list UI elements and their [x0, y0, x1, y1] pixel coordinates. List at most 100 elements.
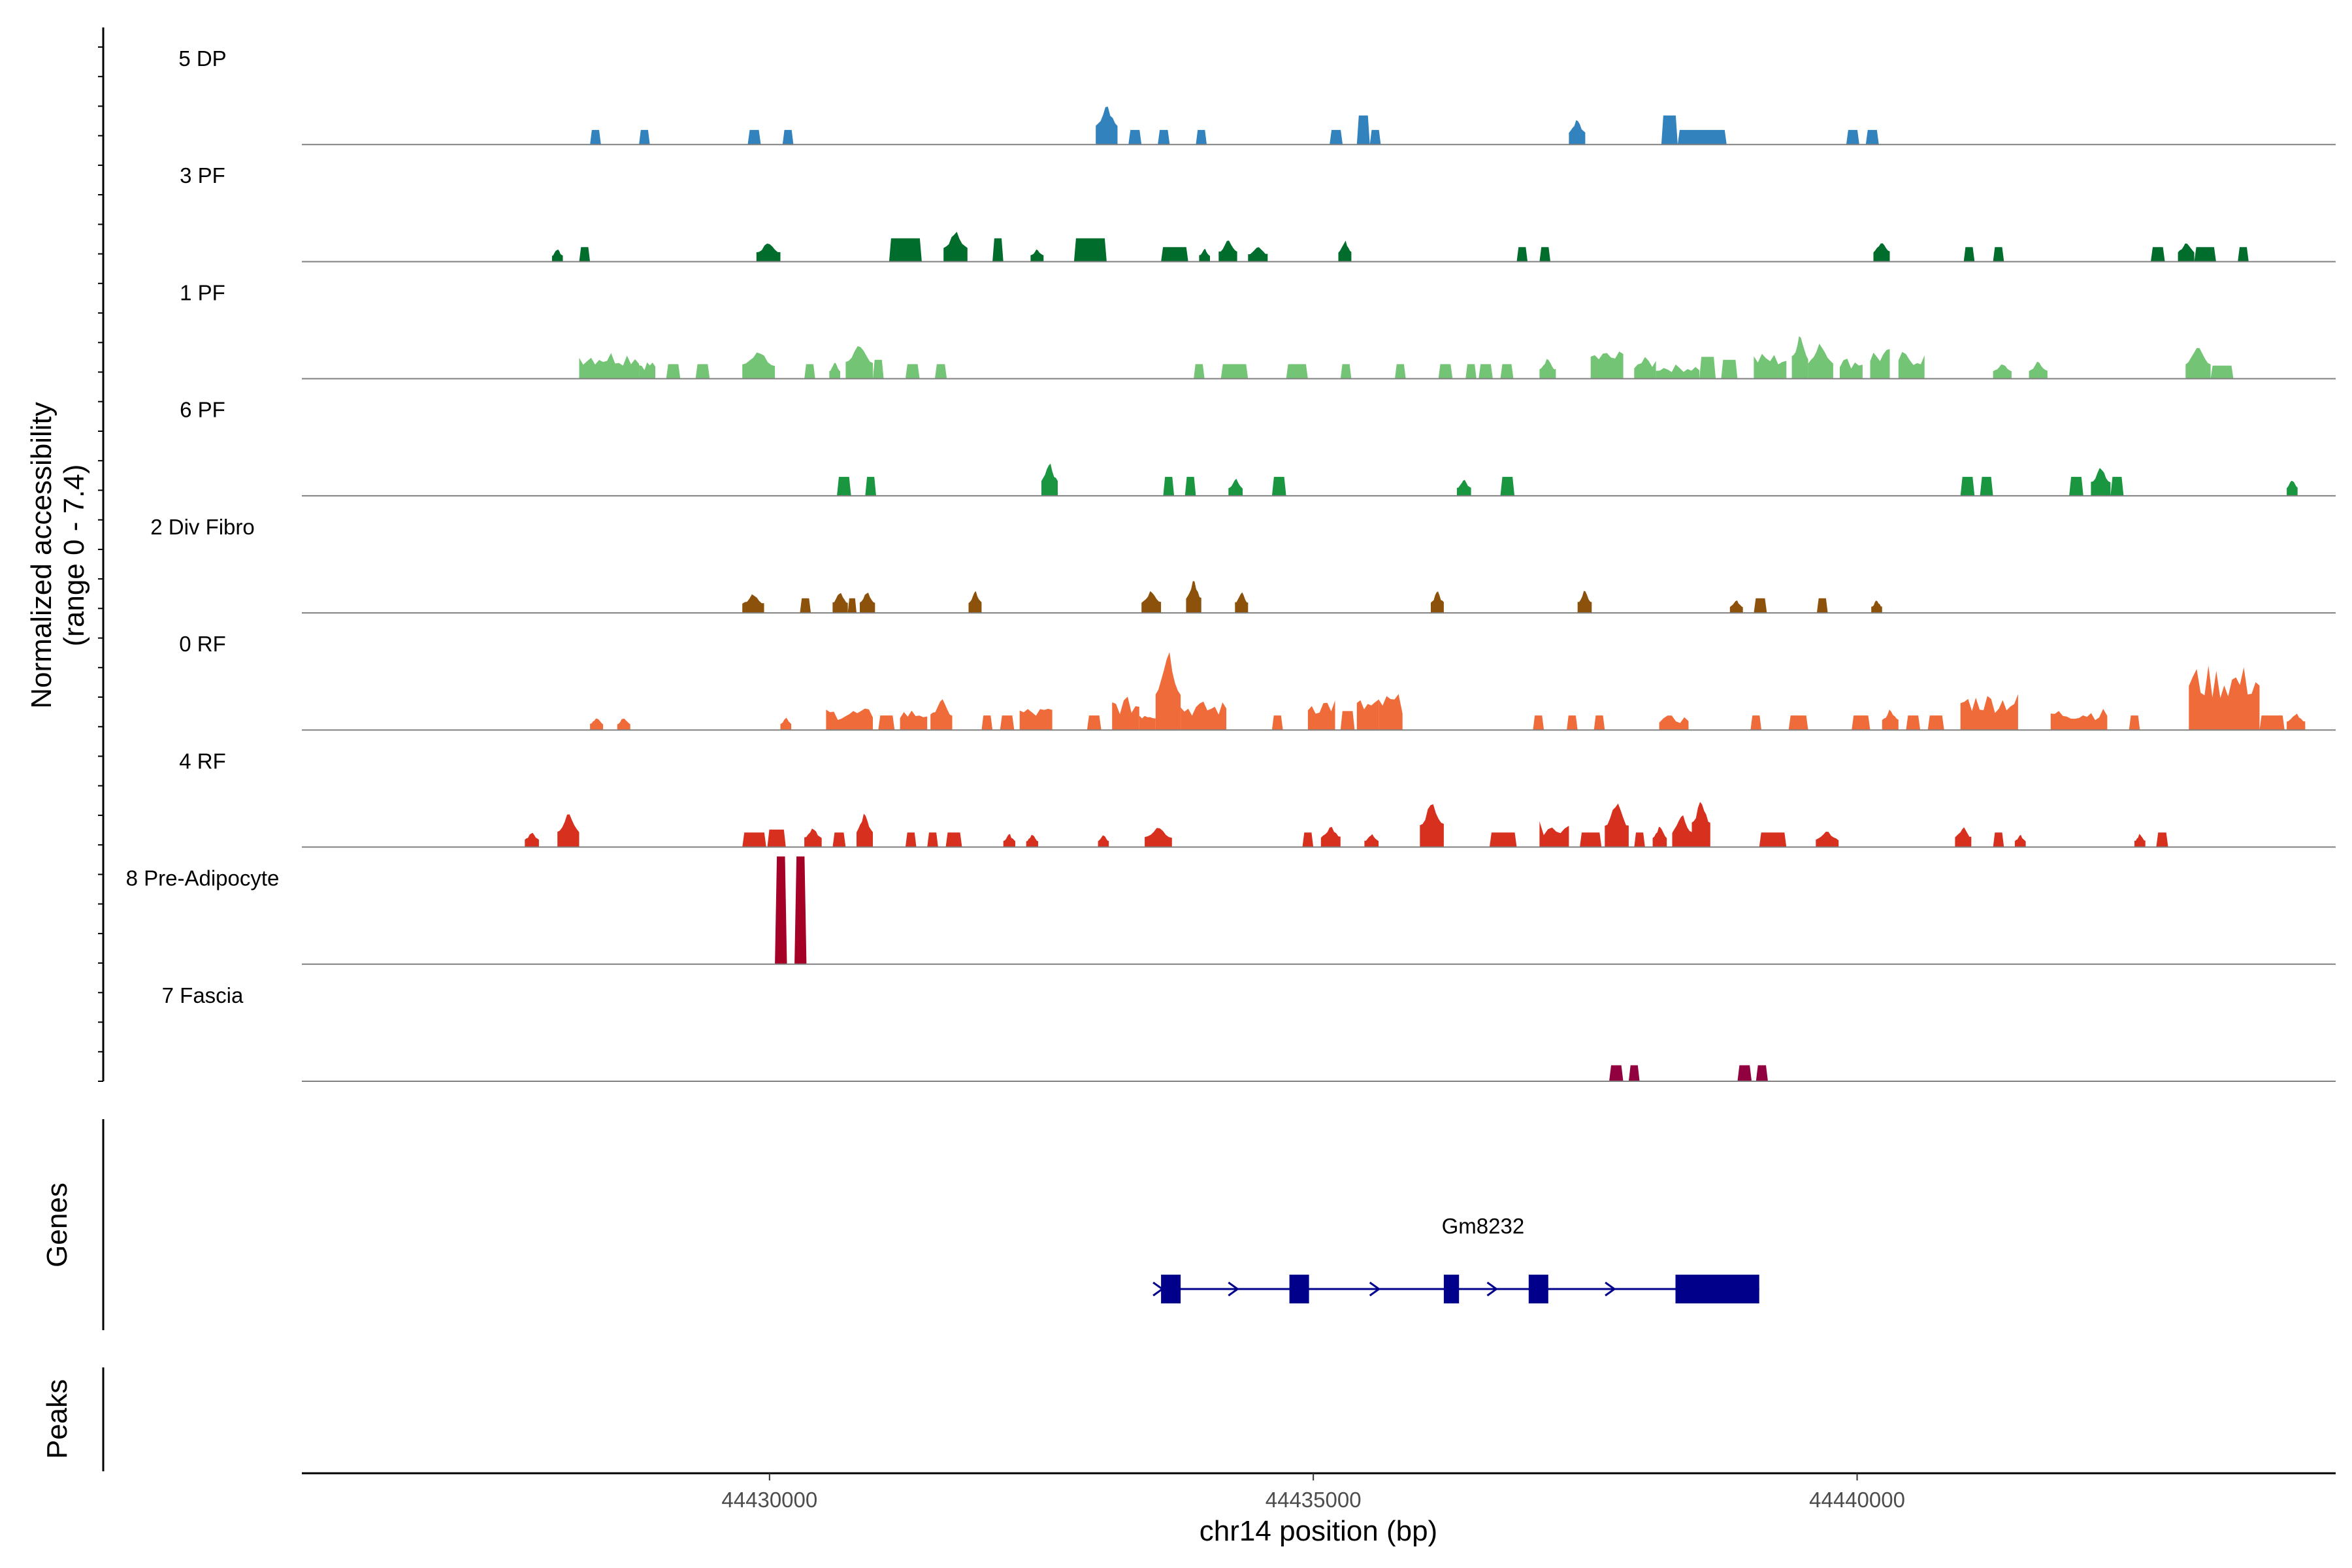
coverage-peak: [1721, 359, 1738, 379]
coverage-peak: [775, 856, 787, 964]
coverage-peak: [2156, 832, 2168, 847]
coverage-peak: [2069, 476, 2083, 496]
coverage-peak: [1882, 710, 1899, 730]
coverage-peak: [1330, 129, 1343, 145]
coverage-peak: [1500, 364, 1514, 379]
coverage-peak: [2110, 476, 2124, 496]
coverage-peak: [780, 717, 792, 730]
x-axis-ticks: 44430000 44435000 44440000: [721, 1473, 1905, 1512]
coverage-peak: [1420, 804, 1444, 847]
coverage-peak: [873, 359, 884, 379]
coverage-peak: [1456, 480, 1471, 496]
coverage-peak: [860, 593, 875, 613]
coverage-peak: [2238, 247, 2249, 262]
coverage-peak: [1729, 600, 1743, 613]
coverage-peak: [981, 715, 993, 730]
coverage-peak: [2014, 834, 2026, 847]
coverage-peak: [2029, 361, 2048, 379]
coverage-peak: [794, 856, 807, 964]
coverage-peak: [1873, 243, 1890, 262]
coverage-peak: [1163, 476, 1175, 496]
coverage-peak: [1791, 336, 1808, 379]
coverage-peak: [800, 598, 811, 613]
coverage-peak: [1993, 832, 2004, 847]
coverage-peak: [1955, 827, 1972, 847]
coverage-peak: [832, 593, 848, 613]
coverage-peak: [1993, 247, 2004, 262]
coverage-peak: [2151, 247, 2165, 262]
coverage-peak: [1184, 476, 1196, 496]
coverage-peak: [1431, 591, 1444, 613]
coverage-peak: [557, 814, 580, 847]
coverage-peak: [1141, 591, 1162, 613]
coverage-peak: [617, 719, 630, 730]
coverage-peak: [992, 238, 1004, 262]
coverage-peak: [1235, 592, 1249, 613]
coverage-peak: [865, 476, 876, 496]
genes-track-label: Genes: [41, 1183, 73, 1267]
coverage-peak: [2091, 468, 2111, 496]
coverage-peak: [1003, 834, 1015, 847]
coverage-peak: [2259, 715, 2285, 730]
coverage-peak: [1567, 715, 1578, 730]
coverage-peak: [1478, 364, 1493, 379]
coverage-peak: [1788, 715, 1808, 730]
coverage-peak: [1960, 476, 1975, 496]
coverage-peak: [1161, 247, 1188, 262]
strand-arrow: [1486, 1281, 1499, 1297]
coverage-peak: [756, 243, 781, 262]
coverage-peak: [2178, 243, 2195, 262]
gene-exon: [1161, 1275, 1181, 1303]
coverage-peak: [1993, 364, 2012, 379]
coverage-peak: [968, 591, 982, 613]
coverage-peak: [1898, 351, 1925, 379]
gene-exon: [1675, 1275, 1759, 1303]
coverage-peak: [1340, 711, 1355, 730]
coverage-peak: [579, 353, 640, 379]
coverage-peak: [1516, 247, 1528, 262]
coverage-peak: [1073, 238, 1107, 262]
coverage-peak: [1271, 476, 1286, 496]
coverage-peak: [742, 594, 764, 613]
track-label: 8 Pre-Adipocyte: [126, 866, 280, 890]
coverage-peak: [878, 715, 895, 730]
coverage-peak: [1539, 247, 1551, 262]
gene-exon: [1289, 1275, 1309, 1303]
coverage-peak: [1155, 652, 1181, 730]
coverage-peak: [1271, 715, 1283, 730]
coverage-peak: [1906, 715, 1921, 730]
coverage-peak: [1248, 247, 1268, 262]
coverage-peak: [1963, 247, 1975, 262]
coverage-peak: [2287, 713, 2306, 730]
coverage-peak: [579, 247, 591, 262]
coverage-peak: [1019, 708, 1053, 730]
gene-name: Gm8232: [1442, 1214, 1525, 1238]
coverage-peak: [639, 129, 650, 145]
coverage-peak: [1026, 835, 1038, 847]
coverage-peak: [889, 238, 922, 262]
coverage-peak: [1577, 591, 1592, 613]
coverage-peak: [639, 362, 655, 379]
coverage-peak: [1756, 1065, 1768, 1081]
coverage-peak: [2185, 348, 2211, 379]
coverage-peak: [900, 710, 928, 730]
coverage-peak: [1846, 129, 1859, 145]
coverage-peak: [666, 364, 681, 379]
coverage-peak: [1580, 832, 1602, 847]
coverage-peak: [551, 249, 563, 262]
coverage-peak: [1628, 1065, 1640, 1081]
coverage-peak: [934, 364, 947, 379]
coverage-peak: [845, 346, 873, 379]
track-8-pre-adipocyte: 8 Pre-Adipocyte: [126, 856, 2336, 965]
track-3-pf: 3 PF: [180, 163, 2336, 263]
coverage-peak: [1609, 1065, 1624, 1081]
coverage-peak: [1656, 364, 1700, 379]
track-label: 3 PF: [180, 163, 225, 188]
coverage-peak: [1041, 463, 1058, 496]
coverage-peak: [1158, 129, 1170, 145]
coverage-peak: [742, 352, 776, 379]
coverage-peak: [1927, 715, 1944, 730]
track-label: 6 PF: [180, 398, 225, 422]
